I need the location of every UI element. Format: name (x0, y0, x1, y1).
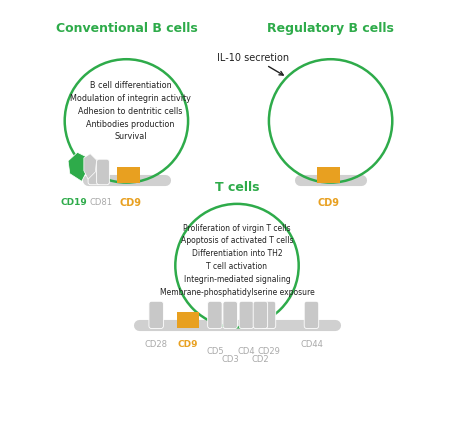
Text: CD5: CD5 (206, 346, 224, 355)
Text: CD29: CD29 (257, 346, 280, 355)
Text: CD9: CD9 (119, 197, 142, 207)
Text: IL-10 secretion: IL-10 secretion (217, 53, 289, 76)
FancyBboxPatch shape (261, 301, 276, 329)
Text: CD4: CD4 (237, 346, 255, 355)
FancyBboxPatch shape (149, 301, 164, 329)
Text: T cells: T cells (215, 181, 259, 194)
FancyBboxPatch shape (97, 160, 109, 185)
Text: CD19: CD19 (61, 197, 87, 206)
Text: CD3: CD3 (221, 354, 239, 363)
FancyBboxPatch shape (88, 160, 101, 185)
Text: Proliferation of virgin T cells
Apoptosis of activated T cells
Differentiation i: Proliferation of virgin T cells Apoptosi… (160, 223, 314, 296)
Text: CD9: CD9 (178, 339, 198, 348)
FancyBboxPatch shape (177, 313, 199, 328)
FancyBboxPatch shape (253, 301, 268, 329)
Text: Regulatory B cells: Regulatory B cells (267, 22, 394, 35)
Text: B cell differentiation
Modulation of integrin activity
Adhesion to dentritic cel: B cell differentiation Modulation of int… (70, 81, 191, 141)
Polygon shape (68, 153, 88, 182)
Text: CD81: CD81 (90, 197, 112, 206)
FancyBboxPatch shape (117, 168, 140, 184)
Text: CD2: CD2 (252, 354, 269, 363)
Polygon shape (84, 154, 97, 180)
Text: Conventional B cells: Conventional B cells (55, 22, 197, 35)
FancyBboxPatch shape (208, 301, 222, 329)
FancyBboxPatch shape (223, 301, 237, 329)
Text: CD28: CD28 (145, 339, 168, 348)
Text: CD9: CD9 (318, 197, 339, 207)
FancyBboxPatch shape (304, 301, 319, 329)
FancyBboxPatch shape (317, 168, 340, 184)
FancyBboxPatch shape (239, 301, 254, 329)
Text: CD44: CD44 (300, 339, 323, 348)
